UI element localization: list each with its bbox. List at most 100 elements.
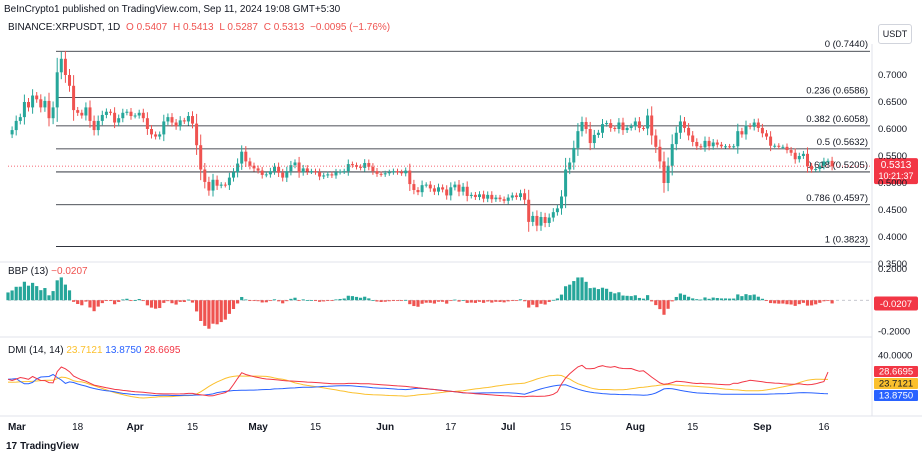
candle-body — [371, 166, 375, 172]
time-axis-tick: Sep — [753, 422, 771, 433]
bbp-bar — [445, 300, 449, 304]
bbp-bar — [301, 299, 305, 301]
bbp-bar — [350, 296, 354, 301]
bbp-bar — [810, 300, 814, 306]
candle-body — [203, 169, 207, 182]
candle-body — [760, 127, 764, 134]
candle-body — [683, 121, 686, 128]
candle-body — [256, 168, 260, 171]
candle-body — [580, 121, 584, 132]
candle-body — [51, 107, 55, 119]
bbp-bar — [752, 294, 756, 301]
bbp-bar — [658, 300, 662, 310]
bbp-bar — [674, 296, 678, 301]
candle-body — [744, 125, 748, 135]
candle-body — [449, 187, 453, 196]
candle-body — [318, 172, 322, 177]
candle-body — [400, 172, 404, 174]
candle-body — [80, 112, 84, 116]
bbp-bar — [641, 298, 646, 301]
candle-body — [129, 111, 133, 117]
bbp-bar — [137, 299, 141, 301]
bbp-bar — [588, 288, 592, 301]
candle-body — [629, 126, 633, 128]
bbp-bar — [227, 300, 231, 314]
bbp-bar — [35, 286, 39, 301]
candle-body — [199, 145, 203, 170]
candle-body — [178, 120, 182, 127]
bbp-bar — [14, 286, 18, 301]
legend-low: L 0.5287 — [219, 22, 258, 33]
candle-body — [642, 127, 645, 129]
bbp-bar — [695, 299, 699, 301]
bbp-bar — [469, 300, 473, 303]
legend-close: C 0.5313 — [263, 22, 305, 33]
bbp-bar — [223, 300, 227, 320]
symbol-name[interactable]: BINANCE:XRPUSDT, 1D — [8, 22, 121, 33]
bbp-bar — [785, 300, 789, 305]
bbp-bar — [473, 300, 477, 303]
bbp-bar — [371, 300, 375, 301]
bbp-bar — [555, 298, 559, 301]
bbp-bar — [748, 295, 752, 301]
candle-body — [301, 168, 305, 173]
candle-body — [191, 116, 194, 124]
candle-body — [523, 193, 527, 200]
candle-body — [584, 121, 588, 129]
bbp-legend: BBP (13) −0.0207 — [8, 266, 88, 277]
bbp-bar — [559, 294, 564, 301]
bbp-bar — [195, 300, 199, 312]
dmi-tag-label: 23.7121 — [879, 379, 913, 390]
candle-body — [789, 150, 793, 153]
candle-body — [482, 194, 486, 199]
bbp-bar — [773, 300, 777, 304]
candle-body — [588, 129, 592, 144]
candle-body — [309, 171, 313, 173]
legend-change: −0.0095 (−1.76%) — [310, 22, 391, 33]
bbp-bar — [408, 300, 412, 305]
bbp-bar — [260, 300, 264, 303]
fib-label-0.382: 0.382 (0.6058) — [806, 114, 868, 125]
candle-body — [654, 135, 658, 147]
bbp-bar — [428, 300, 432, 303]
bbp-bar — [354, 296, 359, 301]
candle-body — [109, 111, 112, 113]
bbp-bar — [272, 299, 277, 301]
candle-body — [572, 147, 576, 163]
bbp-bar — [662, 300, 666, 315]
candle-body — [330, 174, 334, 176]
bbp-bar — [190, 300, 195, 303]
candle-body — [260, 170, 264, 175]
bbp-bar — [277, 300, 281, 302]
bbp-bar — [769, 300, 773, 304]
candle-body — [141, 112, 145, 119]
time-axis-tick: 15 — [187, 422, 199, 433]
candle-body — [219, 184, 223, 186]
candle-body — [18, 117, 22, 121]
bbp-bar — [465, 300, 469, 303]
candle-body — [170, 117, 174, 123]
candle-body — [285, 171, 289, 178]
currency-button[interactable]: USDT — [878, 24, 912, 44]
bbp-bar — [55, 280, 59, 301]
candle-body — [547, 217, 551, 223]
candle-body — [252, 165, 256, 169]
dmi-plus-di: 28.6695 — [144, 345, 181, 356]
bbp-bar — [539, 300, 543, 304]
candle-body — [674, 132, 678, 145]
candle-body — [227, 177, 231, 186]
candle-body — [76, 110, 80, 113]
time-axis-tick: May — [248, 422, 268, 433]
candle-body — [555, 208, 559, 213]
candle-body — [494, 197, 498, 200]
bbp-bar — [531, 300, 535, 305]
bbp-bar — [477, 300, 482, 302]
bbp-bar — [117, 300, 121, 302]
bbp-bar — [281, 300, 285, 304]
time-axis-tick: Apr — [126, 422, 143, 433]
bbp-bar — [39, 290, 43, 301]
dmi-tag-minus-di-line — [874, 390, 918, 401]
bbp-bar — [494, 300, 498, 302]
candle-body — [445, 189, 449, 196]
